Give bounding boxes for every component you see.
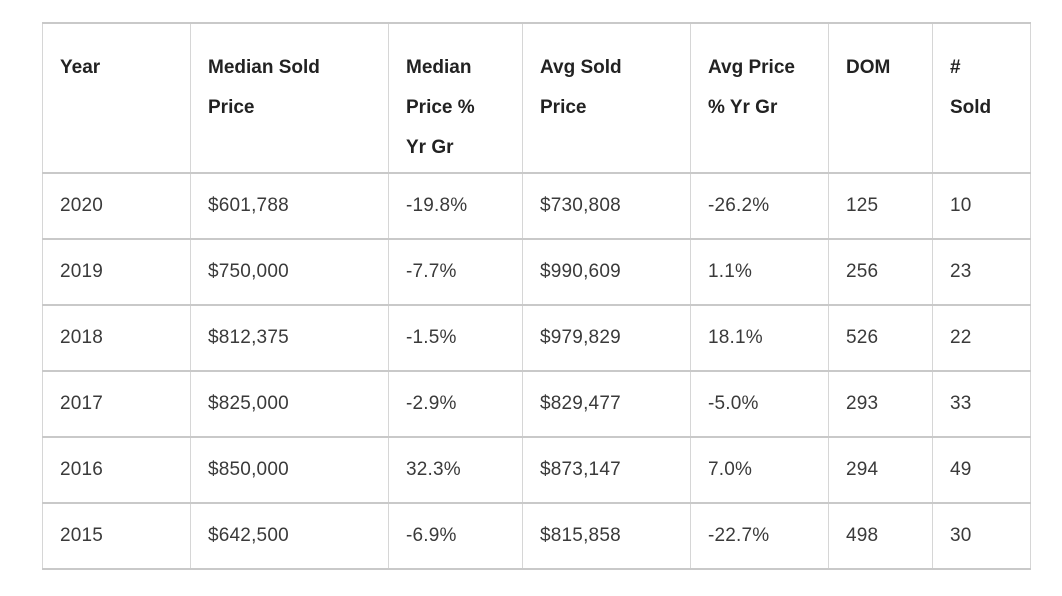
- cell-median-price-yr-gr: 32.3%: [388, 436, 523, 504]
- cell-avg-price-yr-gr: 18.1%: [690, 304, 829, 372]
- cell-median-sold-price: $812,375: [190, 304, 389, 372]
- cell-avg-sold-price: $873,147: [522, 436, 691, 504]
- cell-median-price-yr-gr: -1.5%: [388, 304, 523, 372]
- cell-dom: 293: [828, 370, 933, 438]
- yearly-market-stats-table: Year Median Sold Price Median Price % Yr…: [42, 22, 1031, 570]
- cell-median-sold-price: $825,000: [190, 370, 389, 438]
- cell-avg-sold-price: $815,858: [522, 502, 691, 570]
- cell-num-sold: 49: [932, 436, 1031, 504]
- cell-year: 2017: [42, 370, 191, 438]
- column-header-label: # Sold: [950, 57, 992, 118]
- cell-avg-price-yr-gr: -26.2%: [690, 172, 829, 240]
- cell-median-sold-price: $850,000: [190, 436, 389, 504]
- cell-median-price-yr-gr: -19.8%: [388, 172, 523, 240]
- column-header-label: Median Sold Price: [208, 57, 320, 118]
- cell-avg-price-yr-gr: 7.0%: [690, 436, 829, 504]
- cell-year: 2015: [42, 502, 191, 570]
- column-header-label: Avg Sold Price: [540, 57, 622, 118]
- cell-median-sold-price: $750,000: [190, 238, 389, 306]
- column-header-year: Year: [42, 22, 191, 174]
- column-header-label: Year: [60, 57, 101, 78]
- cell-avg-sold-price: $829,477: [522, 370, 691, 438]
- column-header-label: Median Price % Yr Gr: [406, 57, 475, 158]
- cell-avg-price-yr-gr: -22.7%: [690, 502, 829, 570]
- cell-avg-sold-price: $990,609: [522, 238, 691, 306]
- cell-dom: 294: [828, 436, 933, 504]
- cell-num-sold: 33: [932, 370, 1031, 438]
- column-header-label: DOM: [846, 57, 891, 78]
- cell-avg-sold-price: $730,808: [522, 172, 691, 240]
- cell-median-price-yr-gr: -7.7%: [388, 238, 523, 306]
- table-row: 2015 $642,500 -6.9% $815,858 -22.7% 498 …: [42, 502, 1031, 570]
- table-row: 2019 $750,000 -7.7% $990,609 1.1% 256 23: [42, 238, 1031, 306]
- column-header-median-sold-price: Median Sold Price: [190, 22, 389, 174]
- cell-num-sold: 10: [932, 172, 1031, 240]
- cell-num-sold: 23: [932, 238, 1031, 306]
- cell-dom: 498: [828, 502, 933, 570]
- column-header-num-sold: # Sold: [932, 22, 1031, 174]
- header-row: Year Median Sold Price Median Price % Yr…: [42, 22, 1031, 174]
- cell-dom: 526: [828, 304, 933, 372]
- cell-year: 2018: [42, 304, 191, 372]
- column-header-avg-price-yr-gr: Avg Price % Yr Gr: [690, 22, 829, 174]
- table-header: Year Median Sold Price Median Price % Yr…: [42, 22, 1031, 174]
- column-header-label: Avg Price % Yr Gr: [708, 57, 795, 118]
- table-row: 2018 $812,375 -1.5% $979,829 18.1% 526 2…: [42, 304, 1031, 372]
- cell-dom: 125: [828, 172, 933, 240]
- cell-avg-price-yr-gr: 1.1%: [690, 238, 829, 306]
- cell-year: 2020: [42, 172, 191, 240]
- cell-year: 2016: [42, 436, 191, 504]
- cell-median-sold-price: $601,788: [190, 172, 389, 240]
- column-header-median-price-yr-gr: Median Price % Yr Gr: [388, 22, 523, 174]
- table-row: 2017 $825,000 -2.9% $829,477 -5.0% 293 3…: [42, 370, 1031, 438]
- cell-median-price-yr-gr: -6.9%: [388, 502, 523, 570]
- cell-median-price-yr-gr: -2.9%: [388, 370, 523, 438]
- cell-median-sold-price: $642,500: [190, 502, 389, 570]
- table-row: 2020 $601,788 -19.8% $730,808 -26.2% 125…: [42, 172, 1031, 240]
- column-header-avg-sold-price: Avg Sold Price: [522, 22, 691, 174]
- cell-avg-price-yr-gr: -5.0%: [690, 370, 829, 438]
- cell-num-sold: 22: [932, 304, 1031, 372]
- column-header-dom: DOM: [828, 22, 933, 174]
- table-body: 2020 $601,788 -19.8% $730,808 -26.2% 125…: [42, 172, 1031, 570]
- cell-year: 2019: [42, 238, 191, 306]
- cell-dom: 256: [828, 238, 933, 306]
- cell-avg-sold-price: $979,829: [522, 304, 691, 372]
- cell-num-sold: 30: [932, 502, 1031, 570]
- table-row: 2016 $850,000 32.3% $873,147 7.0% 294 49: [42, 436, 1031, 504]
